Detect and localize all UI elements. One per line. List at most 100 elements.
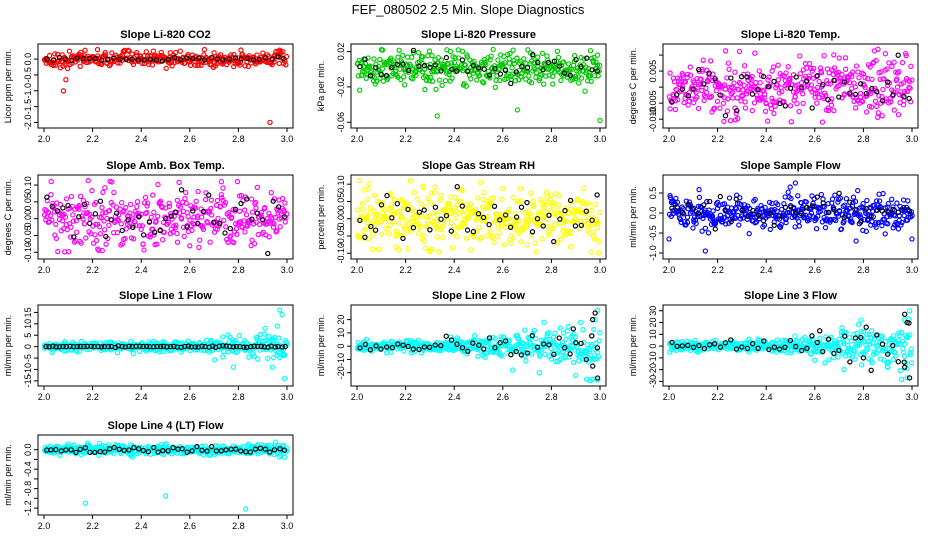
data-point xyxy=(463,235,469,241)
data-point xyxy=(166,200,172,206)
data-point xyxy=(136,210,142,217)
data-point xyxy=(275,54,281,60)
data-point xyxy=(896,330,902,336)
data-point xyxy=(796,223,802,229)
data-point xyxy=(83,235,89,241)
data-point xyxy=(587,222,593,228)
data-point xyxy=(119,227,125,234)
data-point xyxy=(427,61,434,68)
x-tick-label: 2.6 xyxy=(184,521,197,531)
data-point xyxy=(880,190,886,197)
data-point xyxy=(785,64,791,70)
data-point xyxy=(825,209,831,216)
data-point xyxy=(116,446,122,452)
data-point xyxy=(190,55,196,62)
data-point-outlier xyxy=(99,247,105,254)
data-point xyxy=(836,190,842,196)
data-point xyxy=(696,194,703,201)
data-point xyxy=(591,73,598,79)
x-tick-label: 2.0 xyxy=(38,392,51,402)
data-point xyxy=(448,337,455,343)
data-point xyxy=(767,226,773,233)
data-point xyxy=(241,344,247,350)
data-point xyxy=(893,353,899,359)
data-point xyxy=(395,247,402,253)
data-point xyxy=(68,193,75,200)
data-point xyxy=(238,448,244,454)
data-point xyxy=(364,219,370,226)
data-point xyxy=(550,81,556,87)
data-point xyxy=(421,232,427,239)
y-tick-label: 10 xyxy=(336,328,346,338)
data-point xyxy=(413,217,420,223)
y-axis-label: percent per min. xyxy=(316,184,326,249)
data-point xyxy=(92,211,99,217)
data-point xyxy=(141,247,147,253)
data-point xyxy=(769,95,775,101)
data-point-outlier xyxy=(230,364,237,370)
data-point xyxy=(675,97,681,103)
data-point xyxy=(153,57,159,63)
data-point xyxy=(793,74,799,80)
data-point xyxy=(695,105,702,112)
data-point xyxy=(438,68,444,74)
data-point xyxy=(409,54,415,60)
data-point xyxy=(75,203,81,210)
data-point xyxy=(798,210,804,217)
plot-frame xyxy=(350,304,607,387)
data-point xyxy=(141,200,148,206)
data-point xyxy=(551,351,557,357)
data-point xyxy=(109,179,115,185)
data-point xyxy=(481,80,487,86)
data-point xyxy=(490,195,496,201)
data-point xyxy=(239,224,245,230)
data-point xyxy=(449,75,455,81)
data-point xyxy=(199,447,205,453)
data-point xyxy=(52,51,58,57)
data-point-outlier xyxy=(594,52,601,58)
data-point xyxy=(879,333,885,340)
data-point xyxy=(244,196,250,202)
data-point xyxy=(574,68,580,74)
data-point xyxy=(671,79,678,85)
data-point xyxy=(82,445,88,451)
data-point xyxy=(721,95,728,101)
data-point xyxy=(591,326,597,333)
data-point xyxy=(901,93,907,100)
panel-title: Slope Line 4 (LT) Flow xyxy=(108,420,224,432)
data-point xyxy=(890,92,896,98)
data-point xyxy=(99,204,105,211)
data-point xyxy=(809,333,815,339)
data-point xyxy=(749,107,755,114)
data-point xyxy=(582,88,588,94)
data-point xyxy=(721,118,727,125)
data-point xyxy=(563,205,569,211)
data-point xyxy=(777,100,783,107)
data-point xyxy=(858,329,864,335)
data-point xyxy=(706,70,712,76)
data-point xyxy=(563,336,569,342)
data-point xyxy=(472,206,479,213)
data-point xyxy=(213,448,220,454)
data-point xyxy=(48,178,54,185)
data-point xyxy=(173,222,179,228)
x-tick-label: 2.2 xyxy=(399,265,412,275)
data-point xyxy=(799,347,805,354)
data-point-outlier xyxy=(875,46,881,52)
data-point xyxy=(711,105,718,111)
x-tick-label: 2.2 xyxy=(399,134,412,144)
data-point xyxy=(701,81,707,87)
data-point xyxy=(496,229,503,236)
data-point xyxy=(65,249,72,255)
data-point xyxy=(169,63,175,69)
data-point xyxy=(845,342,851,349)
data-point xyxy=(422,204,428,210)
data-point xyxy=(737,216,744,222)
data-point xyxy=(554,48,561,54)
data-point xyxy=(367,73,374,79)
x-tick-label: 3.0 xyxy=(594,134,607,144)
data-point-outlier xyxy=(792,180,799,186)
data-point-outlier xyxy=(902,364,908,370)
data-point xyxy=(698,76,704,82)
data-point xyxy=(119,343,125,350)
